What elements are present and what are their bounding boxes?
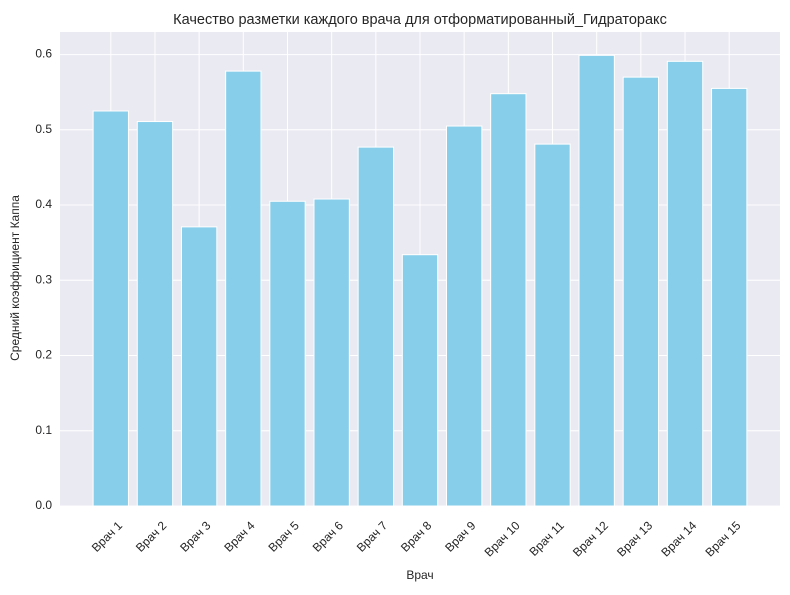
y-tick-label: 0.4 <box>35 197 52 211</box>
x-tick-label: Врач 2 <box>133 518 170 555</box>
x-tick-label: Врач 12 <box>570 518 611 559</box>
y-axis-ticks: 0.0 0.1 0.2 0.3 0.4 0.5 0.6 <box>35 47 52 512</box>
x-tick-label: Врач 15 <box>703 518 744 559</box>
bar <box>269 200 306 507</box>
x-tick-label: Врач 13 <box>614 518 655 559</box>
bar <box>401 254 439 507</box>
y-tick-label: 0.3 <box>35 272 52 286</box>
bar <box>357 146 394 507</box>
bar <box>622 76 660 507</box>
bars <box>92 54 748 507</box>
y-tick-label: 0.5 <box>35 122 52 136</box>
x-tick-label: Врач 7 <box>354 518 391 555</box>
bar <box>578 54 615 507</box>
x-tick-label: Врач 6 <box>310 518 347 555</box>
bar <box>666 60 704 507</box>
bar <box>446 125 483 507</box>
x-tick-label: Врач 1 <box>89 518 126 555</box>
bar <box>711 87 748 507</box>
bar <box>180 226 218 507</box>
y-tick-label: 0.1 <box>35 423 52 437</box>
x-tick-label: Врач 9 <box>442 518 479 555</box>
y-axis-label: Средний коэффициент Каппа <box>8 195 22 361</box>
bar <box>136 121 174 507</box>
x-tick-label: Врач 14 <box>658 518 699 559</box>
y-tick-label: 0.0 <box>35 498 52 512</box>
chart-title: Качество разметки каждого врача для отфо… <box>173 12 667 28</box>
x-tick-label: Врач 8 <box>398 518 435 555</box>
x-tick-label: Врач 3 <box>177 518 214 555</box>
bar <box>225 70 262 507</box>
x-tick-label: Врач 11 <box>526 518 567 559</box>
x-tick-label: Врач 5 <box>266 518 303 555</box>
y-tick-label: 0.6 <box>35 47 52 61</box>
x-axis-ticks: Врач 1 Врач 2 Врач 3 Врач 4 Врач 5 Врач 6 Врач… <box>89 518 744 559</box>
bar <box>92 110 129 507</box>
x-tick-label: Врач 4 <box>221 518 258 555</box>
bar <box>490 93 527 507</box>
x-tick-label: Врач 10 <box>482 518 523 559</box>
bar <box>534 143 571 507</box>
x-axis-label: Врач <box>406 568 433 582</box>
y-tick-label: 0.2 <box>35 348 52 362</box>
bar <box>313 198 350 507</box>
